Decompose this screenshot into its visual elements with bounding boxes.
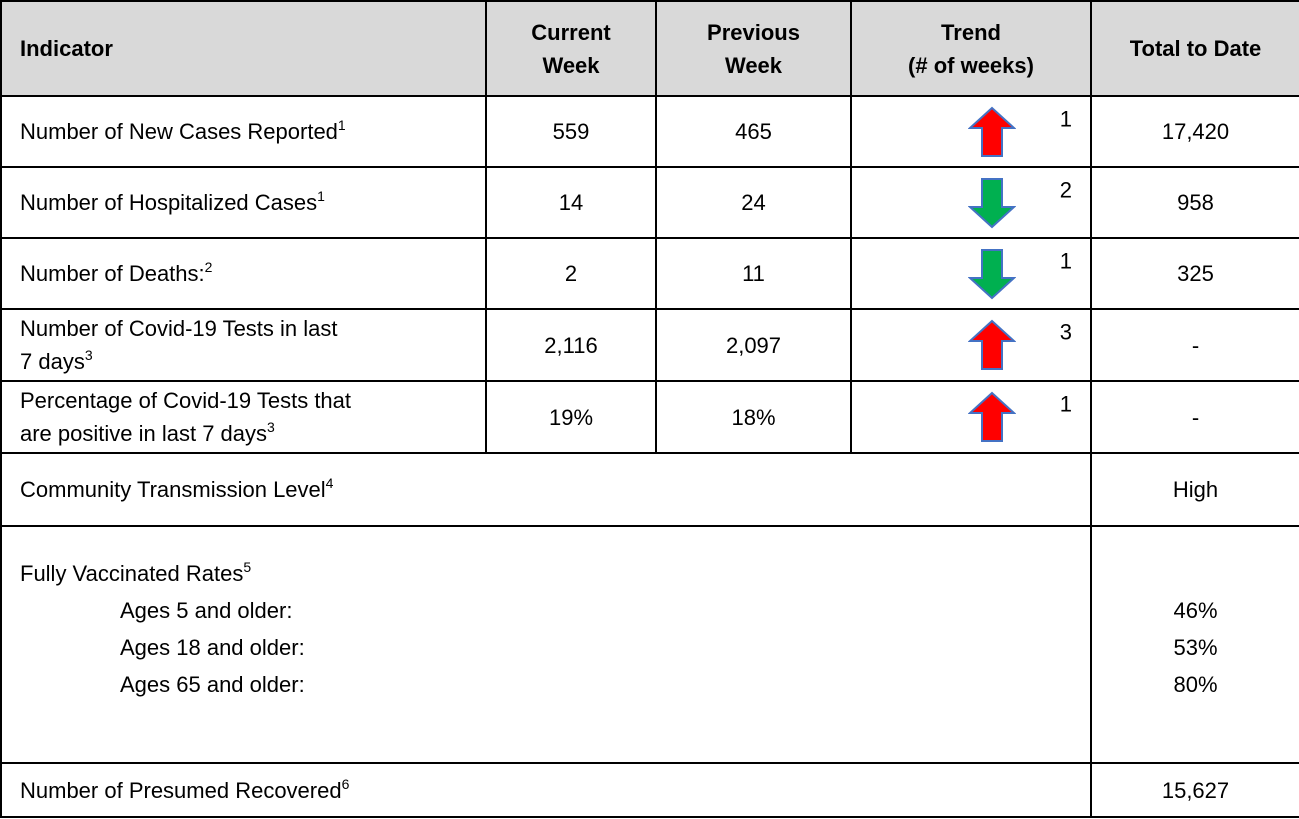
group-label: Ages 18 and older:: [120, 635, 305, 660]
header-text: Total to Date: [1129, 36, 1262, 61]
current-cell: 14: [485, 166, 657, 239]
indicator-cell: Number of New Cases Reported1: [0, 95, 487, 168]
trend-cell: 2: [850, 166, 1092, 239]
previous-cell: 11: [655, 237, 852, 310]
label-text: Number of Deaths:: [20, 261, 205, 286]
spacer: [1110, 555, 1281, 592]
group-total: 53%: [1173, 635, 1218, 660]
indicator-cell: Number of Covid-19 Tests in last 7 days3: [0, 308, 487, 382]
column-header: Trend (# of weeks): [850, 0, 1092, 97]
current-cell: 2,116: [485, 308, 657, 382]
current-cell: 19%: [485, 380, 657, 454]
group-total: 46%: [1173, 598, 1218, 623]
label-text: Community Transmission Level: [20, 477, 326, 502]
trend-arrow: [968, 319, 1016, 370]
data-row: Number of Deaths:2 2 11 1 325: [0, 237, 1299, 310]
header-text: (# of weeks): [908, 52, 1034, 78]
trend-weeks: 2: [1059, 176, 1072, 202]
label-text: Percentage of Covid-19 Tests that: [20, 388, 352, 413]
label-text: Number of New Cases Reported: [20, 119, 338, 144]
total-cell: -: [1090, 380, 1299, 454]
label-text: Number of Presumed Recovered: [20, 777, 342, 803]
recovered-row: Number of Presumed Recovered6 15,627: [0, 762, 1299, 818]
trend-cell: 3: [850, 308, 1092, 382]
data-row: Percentage of Covid-19 Tests that are pos…: [0, 380, 1299, 454]
group-total: 80%: [1173, 672, 1218, 697]
indicator-cell: Fully Vaccinated Rates5 Ages 5 and older:…: [0, 525, 1092, 764]
previous-cell: 18%: [655, 380, 852, 454]
table-body: Number of New Cases Reported1 559 465 1 17,4…: [0, 95, 1299, 818]
label-text: 7 days: [20, 349, 85, 374]
header-text: Week: [724, 52, 783, 78]
trend-box: 3: [870, 311, 1072, 379]
trend-box: 2: [870, 169, 1072, 237]
current-cell: 559: [485, 95, 657, 168]
trend-box: 1: [870, 98, 1072, 166]
column-header: Total to Date: [1090, 0, 1299, 97]
footnote-mark: 2: [204, 259, 213, 275]
trend-arrow: [968, 177, 1016, 228]
header-text: Trend: [941, 19, 1001, 45]
data-row: Number of Covid-19 Tests in last 7 days3 2…: [0, 308, 1299, 382]
header-text: Week: [542, 52, 600, 78]
header-text: Previous: [707, 19, 800, 45]
label-text: Number of Hospitalized Cases: [20, 190, 318, 215]
trend-weeks: 1: [1059, 247, 1072, 273]
label-text: Fully Vaccinated Rates: [20, 561, 244, 586]
total-cell: 15,627: [1090, 762, 1299, 818]
trend-cell: 1: [850, 95, 1092, 168]
trend-weeks: 3: [1059, 319, 1072, 345]
footnote-mark: 3: [267, 419, 275, 435]
trend-arrow: [968, 106, 1016, 157]
indicator-cell: Number of Presumed Recovered6: [0, 762, 1092, 818]
header-text: Current: [531, 19, 611, 45]
trend-weeks: 1: [1059, 391, 1072, 417]
previous-cell: 24: [655, 166, 852, 239]
trend-box: 1: [870, 383, 1072, 451]
header-row: Indicator Current Week Previous Week Trend (# …: [0, 0, 1299, 97]
previous-cell: 465: [655, 95, 852, 168]
footnote-mark: 5: [243, 559, 252, 575]
trend-cell: 1: [850, 380, 1092, 454]
footnote-mark: 4: [325, 475, 334, 491]
footnote-mark: 6: [341, 775, 350, 792]
trend-cell: 1: [850, 237, 1092, 310]
indicator-cell: Number of Hospitalized Cases1: [0, 166, 487, 239]
column-header: Previous Week: [655, 0, 852, 97]
trend-weeks: 1: [1059, 105, 1072, 131]
trend-box: 1: [870, 240, 1072, 308]
total-cell: -: [1090, 308, 1299, 382]
data-row: Number of New Cases Reported1 559 465 1 17,4…: [0, 95, 1299, 168]
indicator-cell: Number of Deaths:2: [0, 237, 487, 310]
previous-cell: 2,097: [655, 308, 852, 382]
footnote-mark: 1: [317, 188, 325, 204]
indicator-cell: Percentage of Covid-19 Tests that are pos…: [0, 380, 487, 454]
indicator-cell: Community Transmission Level4: [0, 452, 1092, 527]
column-header: Current Week: [485, 0, 657, 97]
trend-arrow: [968, 248, 1016, 299]
transmission-row: Community Transmission Level4 High: [0, 452, 1299, 527]
header-text: Indicator: [20, 36, 113, 61]
trend-arrow: [968, 391, 1016, 442]
vaccination-title: Fully Vaccinated Rates5: [20, 555, 1072, 592]
total-cell: 325: [1090, 237, 1299, 310]
column-header: Indicator: [0, 0, 487, 97]
vaccination-row: Fully Vaccinated Rates5 Ages 5 and older:…: [0, 525, 1299, 764]
group-label: Ages 65 and older:: [120, 672, 305, 697]
current-cell: 2: [485, 237, 657, 310]
label-text: Number of Covid-19 Tests in last: [20, 316, 338, 341]
total-cell: 17,420: [1090, 95, 1299, 168]
total-cell: 46% 53% 80%: [1090, 525, 1299, 764]
total-cell: 958: [1090, 166, 1299, 239]
footnote-mark: 1: [337, 117, 346, 133]
group-label: Ages 5 and older:: [120, 598, 293, 623]
data-row: Number of Hospitalized Cases1 14 24 2 958: [0, 166, 1299, 239]
total-cell: High: [1090, 452, 1299, 527]
label-text: are positive in last 7 days: [20, 421, 268, 446]
footnote-mark: 3: [84, 347, 93, 363]
